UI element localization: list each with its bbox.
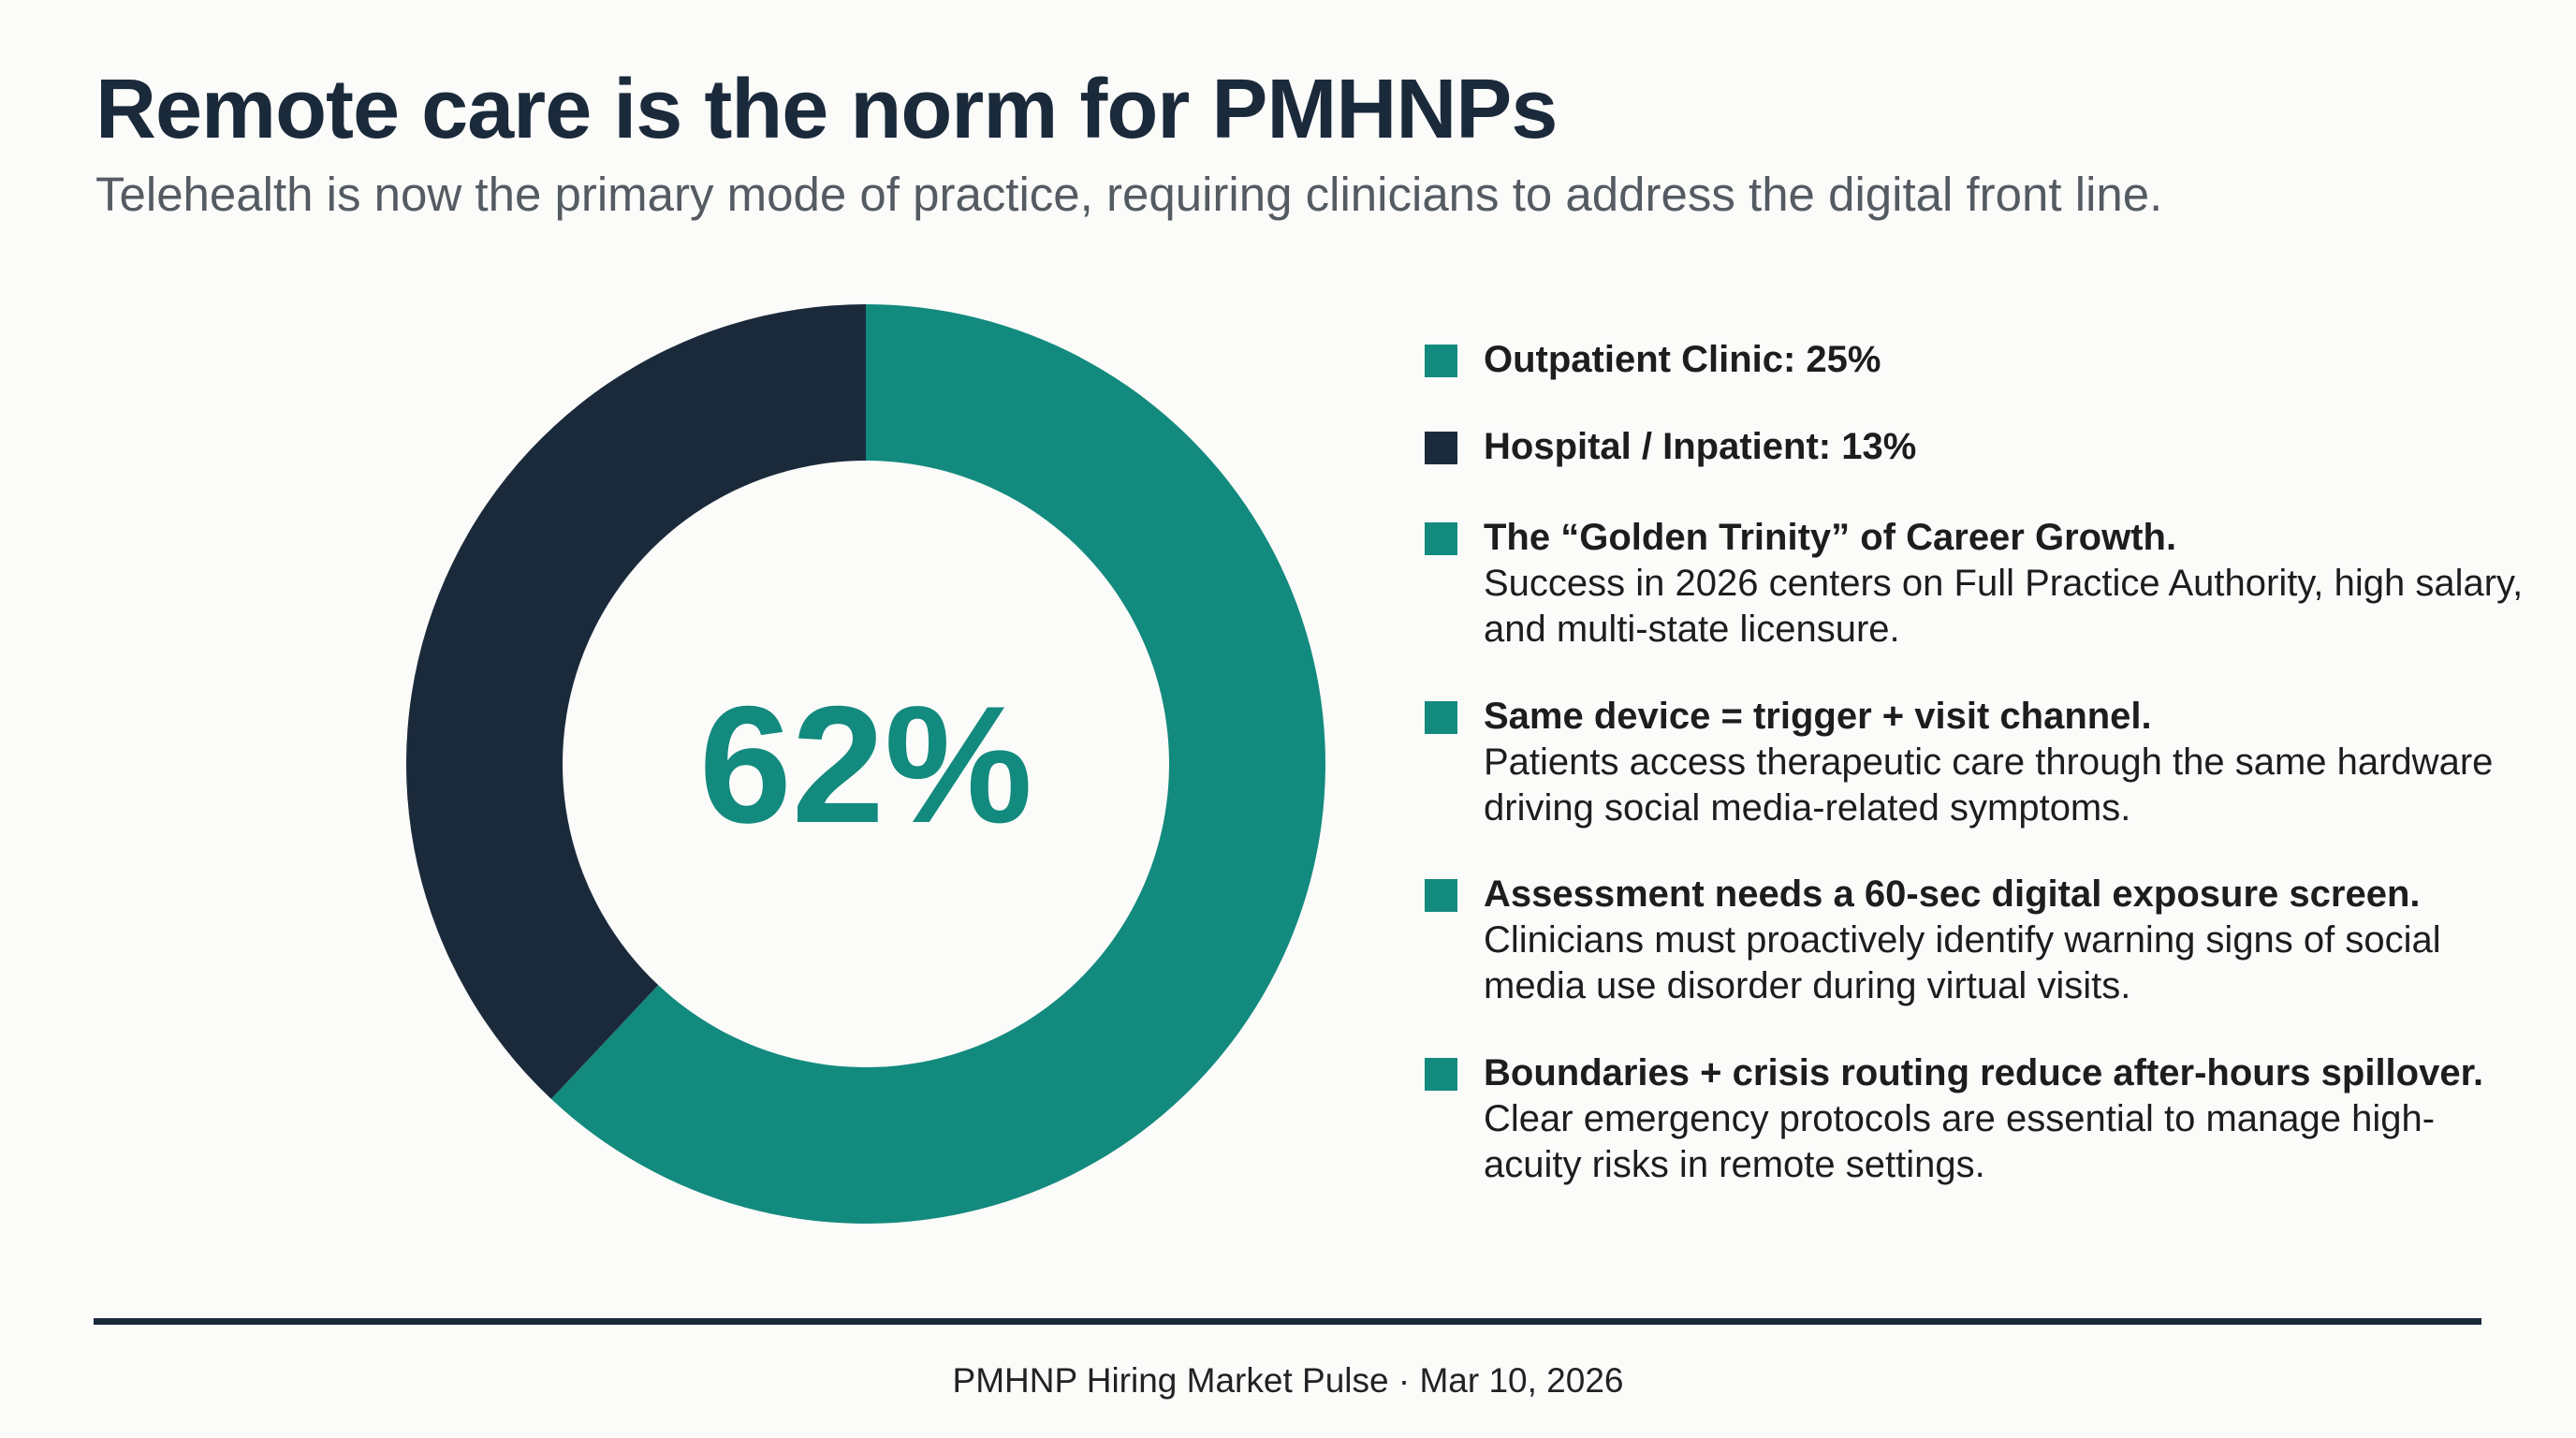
subtitle: Telehealth is now the primary mode of pr… bbox=[95, 168, 2163, 221]
legend-swatch bbox=[1425, 432, 1457, 464]
note-text: Assessment needs a 60-sec digital exposu… bbox=[1484, 872, 2529, 1009]
note-text: Same device = trigger + visit channel. P… bbox=[1484, 694, 2529, 831]
legend-swatch bbox=[1425, 1058, 1457, 1091]
note-text: Outpatient Clinic: 25% bbox=[1484, 337, 2529, 383]
legend-swatch bbox=[1425, 701, 1457, 734]
footer-rule bbox=[94, 1318, 2481, 1325]
note-body: Clinicians must proactively identify war… bbox=[1484, 919, 2441, 1006]
center-label: 62% bbox=[699, 671, 1032, 858]
note-text: Hospital / Inpatient: 13% bbox=[1484, 424, 2529, 470]
legend-swatch bbox=[1425, 522, 1457, 555]
note-heading: Same device = trigger + visit channel. bbox=[1484, 696, 2152, 737]
donut-chart: 62% bbox=[405, 304, 1325, 1224]
note: Assessment needs a 60-sec digital exposu… bbox=[1425, 872, 2529, 1009]
legend-swatch bbox=[1425, 879, 1457, 912]
note-heading: Hospital / Inpatient: 13% bbox=[1484, 426, 1917, 467]
title: Remote care is the norm for PMHNPs bbox=[95, 63, 1558, 156]
legend-swatch bbox=[1425, 345, 1457, 377]
note-heading: Outpatient Clinic: 25% bbox=[1484, 339, 1881, 380]
footer: PMHNP Hiring Market Pulse · Mar 10, 2026 bbox=[952, 1361, 1624, 1400]
donut-segment bbox=[550, 304, 1325, 1224]
note: Boundaries + crisis routing reduce after… bbox=[1425, 1050, 2529, 1188]
note-text: Boundaries + crisis routing reduce after… bbox=[1484, 1050, 2529, 1188]
note-text: The “Golden Trinity” of Career Growth. S… bbox=[1484, 515, 2529, 653]
note-body: Success in 2026 centers on Full Practice… bbox=[1484, 563, 2524, 650]
note-heading: Assessment needs a 60-sec digital exposu… bbox=[1484, 873, 2421, 915]
note-heading: The “Golden Trinity” of Career Growth. bbox=[1484, 517, 2177, 558]
note: The “Golden Trinity” of Career Growth. S… bbox=[1425, 515, 2529, 653]
note: Hospital / Inpatient: 13% bbox=[1425, 424, 2529, 470]
note-body: Patients access therapeutic care through… bbox=[1484, 741, 2494, 829]
note-body: Clear emergency protocols are essential … bbox=[1484, 1098, 2436, 1185]
note: Same device = trigger + visit channel. P… bbox=[1425, 694, 2529, 831]
note: Outpatient Clinic: 25% bbox=[1425, 337, 2529, 383]
donut-segment bbox=[405, 304, 866, 1099]
note-heading: Boundaries + crisis routing reduce after… bbox=[1484, 1052, 2484, 1093]
